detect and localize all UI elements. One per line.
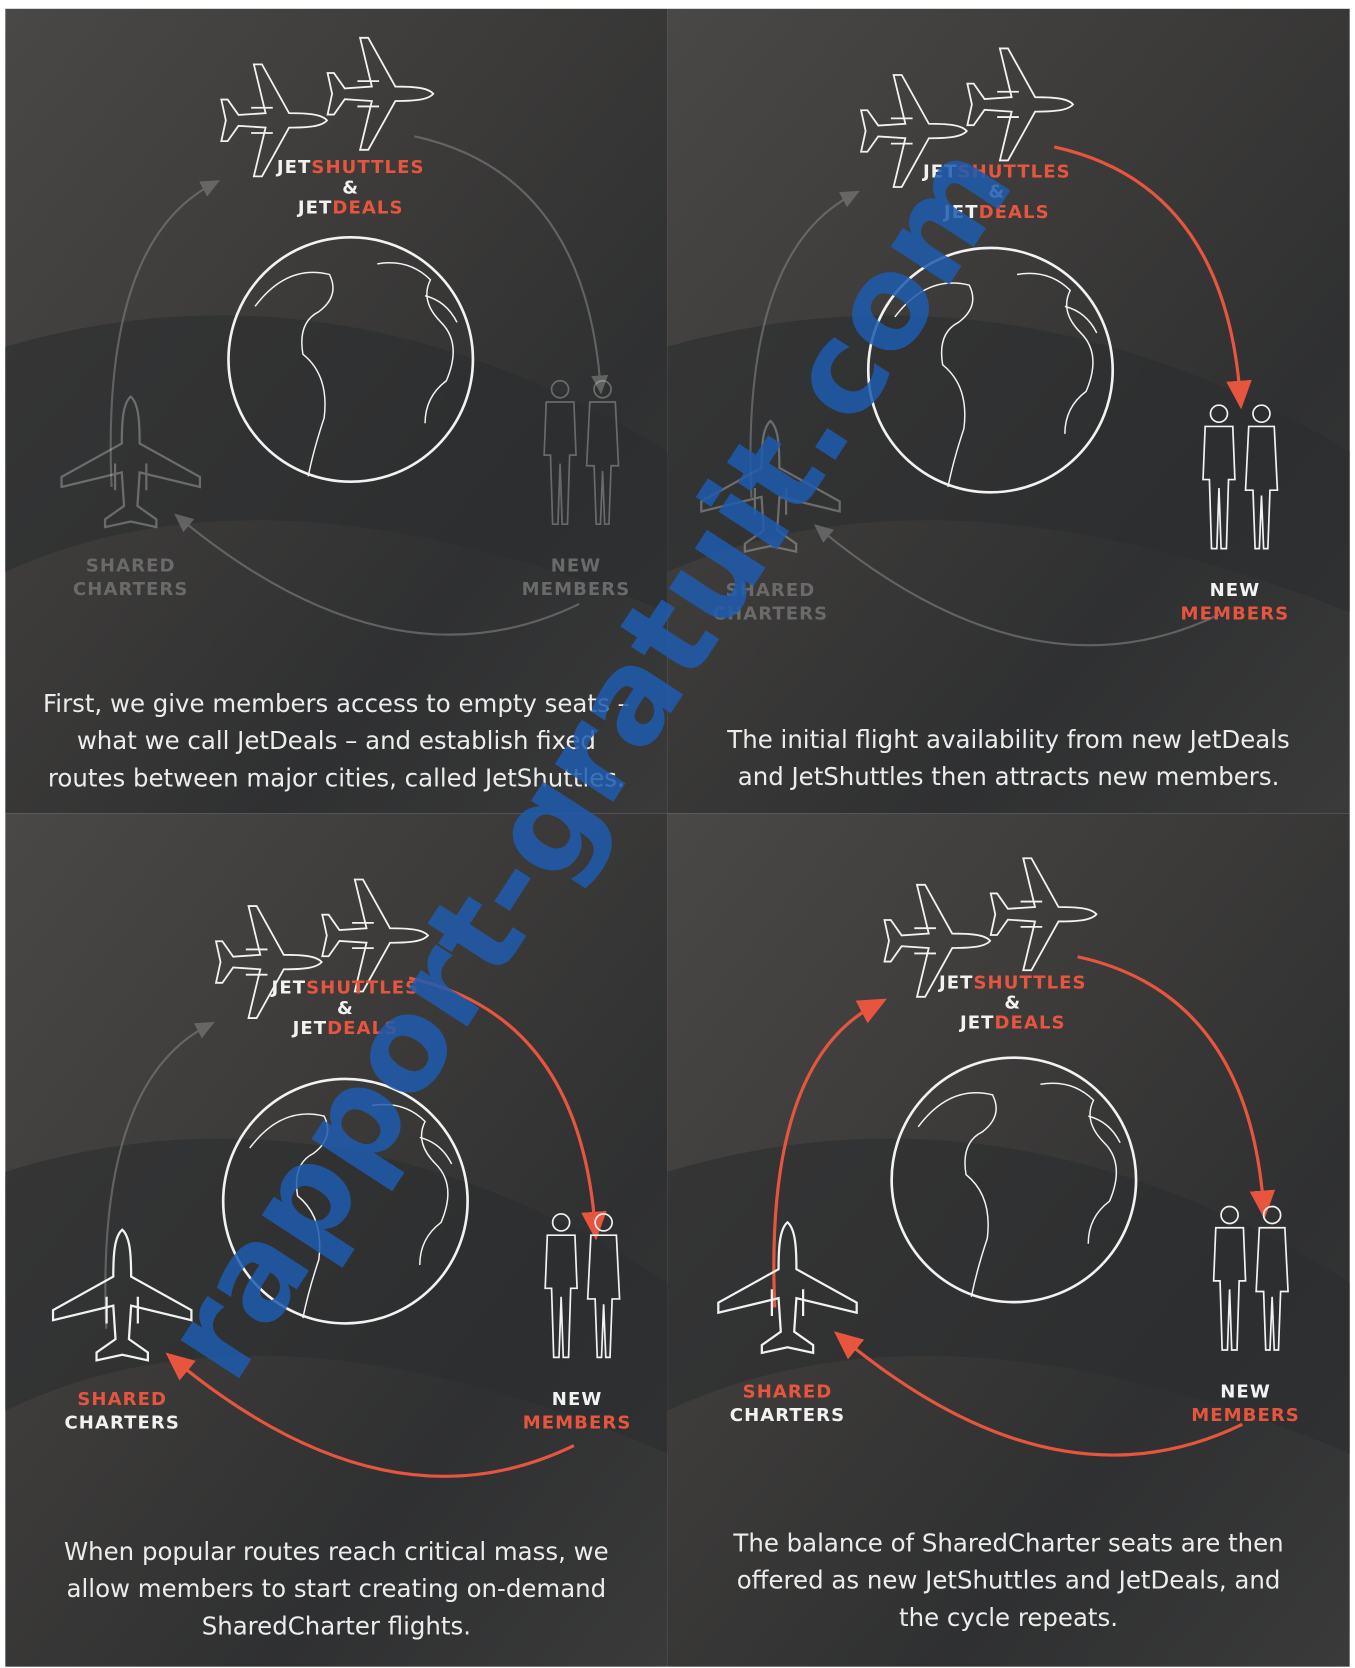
shared-charters-label: SHARED (86, 556, 176, 577)
shared-charters-label: CHARTERS (64, 1412, 179, 1433)
shared-charters-label: SHARED (77, 1389, 167, 1410)
new-members-label: MEMBERS (1191, 1405, 1300, 1426)
jetdeals-label: JETDEALS (958, 1013, 1066, 1034)
ampersand: & (342, 177, 359, 198)
caption-line: The balance of SharedCharter seats are t… (732, 1528, 1283, 1557)
jetshuttles-label-part: JET (275, 157, 312, 178)
jetshuttles-label-part: SHUTTLES (311, 157, 424, 178)
jetshuttles-label-part: SHUTTLES (974, 972, 1087, 993)
new-members-label: NEW (1210, 580, 1261, 601)
ampersand: & (1004, 993, 1021, 1014)
jetdeals-label-part: DEALS (332, 198, 403, 219)
jetshuttles-label-part: JET (270, 978, 307, 999)
shared-charters-label: SHARED (743, 1381, 833, 1402)
shared-charters-label: CHARTERS (73, 579, 188, 600)
jetshuttles-label-part: JET (937, 972, 974, 993)
jetshuttles-label: JETSHUTTLES (275, 157, 425, 178)
new-members-label: MEMBERS (1181, 604, 1290, 625)
new-members-label: MEMBERS (523, 1412, 632, 1433)
shared-charters-label: CHARTERS (730, 1405, 845, 1426)
jetdeals-label: JETDEALS (296, 198, 404, 219)
caption-line: the cycle repeats. (899, 1603, 1118, 1632)
new-members-label: NEW (552, 1389, 603, 1410)
infographic: JETSHUTTLES&JETDEALSSHAREDCHARTERSNEWMEM… (0, 0, 1355, 1668)
caption-line: The initial flight availability from new… (726, 725, 1289, 754)
caption-line: SharedCharter flights. (202, 1611, 471, 1640)
panel: JETSHUTTLES&JETDEALSSHAREDCHARTERSNEWMEM… (667, 813, 1349, 1666)
jetdeals-label-part: JET (958, 1013, 995, 1034)
caption-line: When popular routes reach critical mass,… (64, 1537, 609, 1566)
new-members-label: NEW (551, 556, 602, 577)
jetshuttles-label: JETSHUTTLES (937, 972, 1087, 993)
jetdeals-label-part: JET (296, 198, 333, 219)
caption-line: offered as new JetShuttles and JetDeals,… (737, 1566, 1281, 1595)
new-members-label: NEW (1220, 1381, 1271, 1402)
caption-line: and JetShuttles then attracts new member… (738, 762, 1280, 791)
caption-line: allow members to start creating on-deman… (67, 1574, 607, 1603)
jetdeals-label-part: DEALS (995, 1013, 1066, 1034)
